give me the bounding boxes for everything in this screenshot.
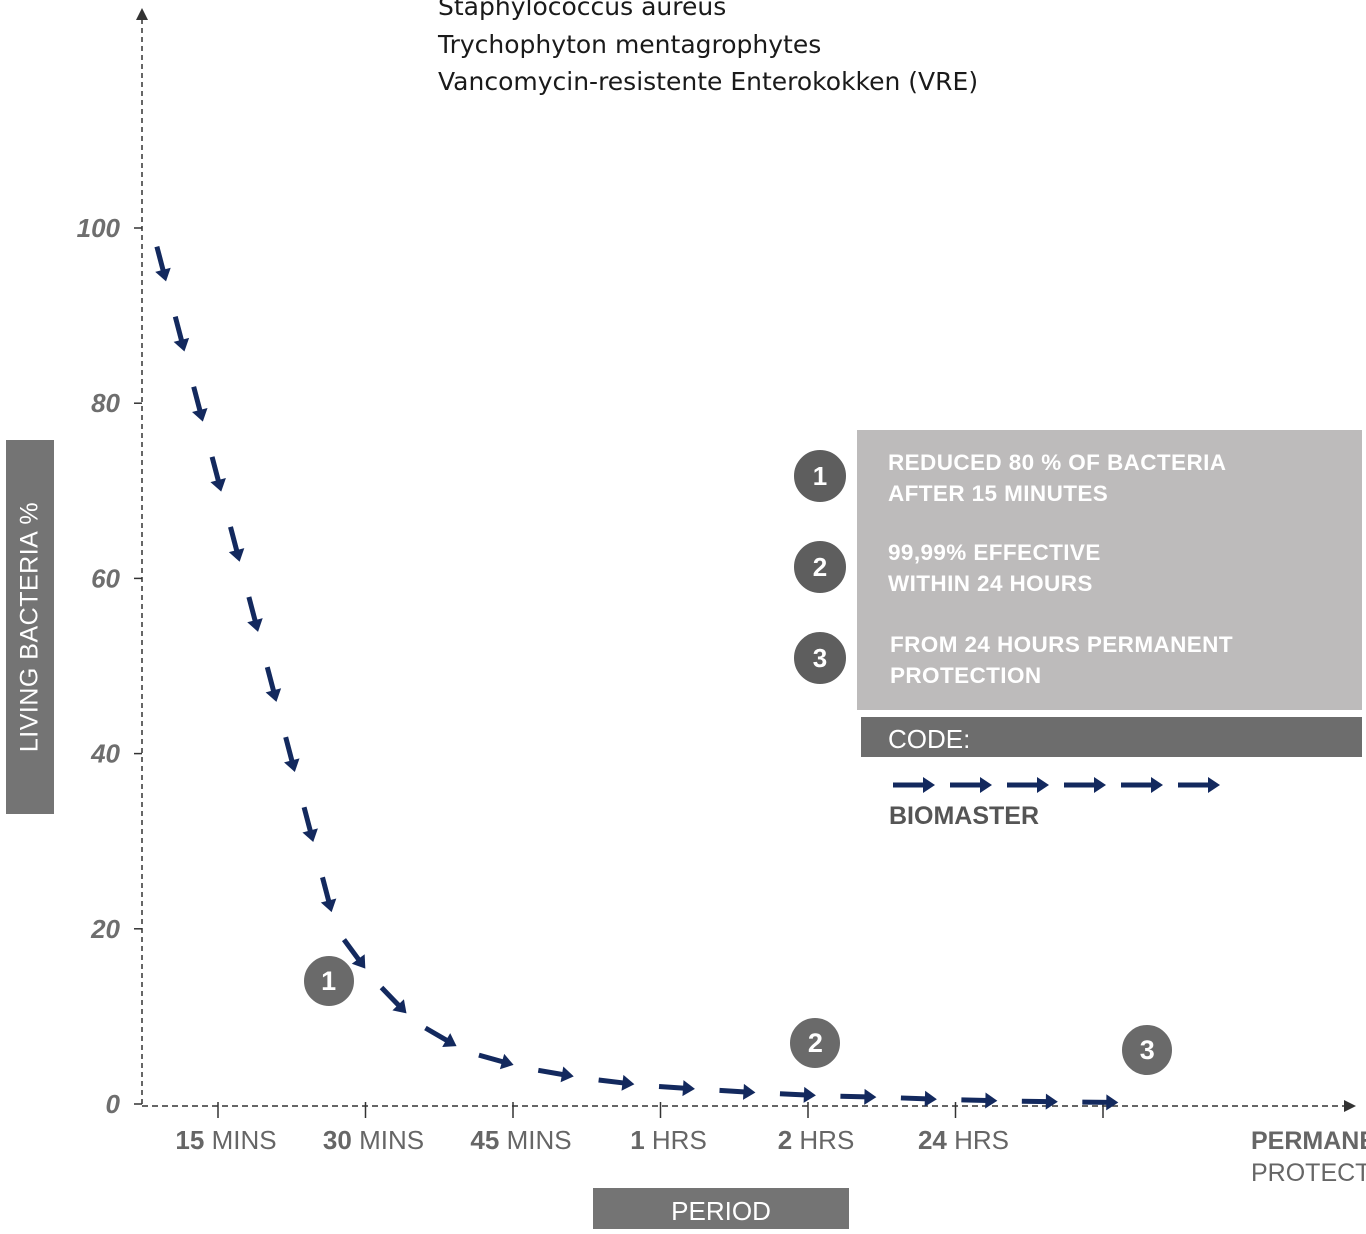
x-tick-label: 15 MINS	[175, 1125, 276, 1155]
data-arrow	[598, 1072, 636, 1092]
x-tick-label: 2 HRS	[778, 1125, 855, 1155]
x-tick-label: PROTECTION	[1251, 1159, 1366, 1187]
x-tick-label: 45 MINS	[470, 1125, 571, 1155]
data-arrow	[719, 1082, 756, 1100]
data-arrow	[168, 315, 193, 354]
data-arrow	[780, 1086, 817, 1104]
y-tick-label: 80	[91, 388, 120, 418]
data-arrow	[421, 1021, 460, 1053]
legend-arrow	[1178, 777, 1220, 793]
legend-arrow	[1121, 777, 1163, 793]
data-arrow	[1022, 1093, 1058, 1110]
x-tick-label: 24 HRS	[918, 1125, 1009, 1155]
data-arrow	[204, 455, 229, 494]
y-tick-label: 20	[90, 914, 120, 944]
x-tick-label: PERMANENT	[1251, 1127, 1366, 1155]
y-tick-label: 40	[90, 739, 120, 769]
data-arrow	[260, 665, 285, 704]
data-arrow	[477, 1047, 516, 1072]
data-arrow	[241, 595, 266, 634]
y-tick-label: 60	[91, 563, 120, 593]
legend-panel: 1 REDUCED 80 % OF BACTERIA AFTER 15 MINU…	[857, 430, 1362, 710]
callout-marker-3: 3	[1120, 1023, 1174, 1077]
data-arrow	[901, 1090, 938, 1107]
legend-number-1: 1	[792, 448, 848, 504]
data-arrow	[296, 805, 321, 844]
legend-arrow	[893, 777, 935, 793]
data-arrow	[223, 525, 248, 564]
y-tick-label: 0	[106, 1089, 121, 1119]
code-header: CODE:	[861, 717, 1362, 757]
legend-text-3: FROM 24 HOURS PERMANENT PROTECTION	[890, 629, 1233, 691]
legend-arrow	[950, 777, 992, 793]
y-tick-label: 100	[77, 213, 121, 243]
callout-marker-2: 2	[788, 1016, 842, 1070]
x-axis-label: PERIOD	[593, 1188, 849, 1229]
data-arrow	[658, 1079, 695, 1097]
y-axis-label: LIVING BACTERIA %	[6, 440, 54, 814]
legend-number-2: 2	[792, 539, 848, 595]
x-tick-label: 1 HRS	[630, 1125, 707, 1155]
data-arrow	[149, 245, 174, 284]
callout-marker-1: 1	[302, 954, 356, 1008]
legend-arrow	[1064, 777, 1106, 793]
data-arrow	[186, 385, 211, 424]
y-axis-label-text: LIVING BACTERIA %	[16, 502, 45, 752]
legend-text-2: 99,99% EFFECTIVE WITHIN 24 HOURS	[888, 537, 1101, 599]
legend-number-3: 3	[792, 630, 848, 686]
x-tick-label: 30 MINS	[323, 1125, 424, 1155]
data-arrow	[315, 875, 340, 914]
legend-series-name: BIOMASTER	[889, 802, 1039, 831]
data-arrow	[840, 1088, 876, 1105]
data-arrow	[537, 1062, 575, 1084]
legend-arrow	[1007, 777, 1049, 793]
data-arrow	[1082, 1094, 1118, 1110]
legend-text-1: REDUCED 80 % OF BACTERIA AFTER 15 MINUTE…	[888, 447, 1226, 509]
data-arrow	[376, 982, 413, 1019]
data-arrow	[278, 735, 303, 774]
